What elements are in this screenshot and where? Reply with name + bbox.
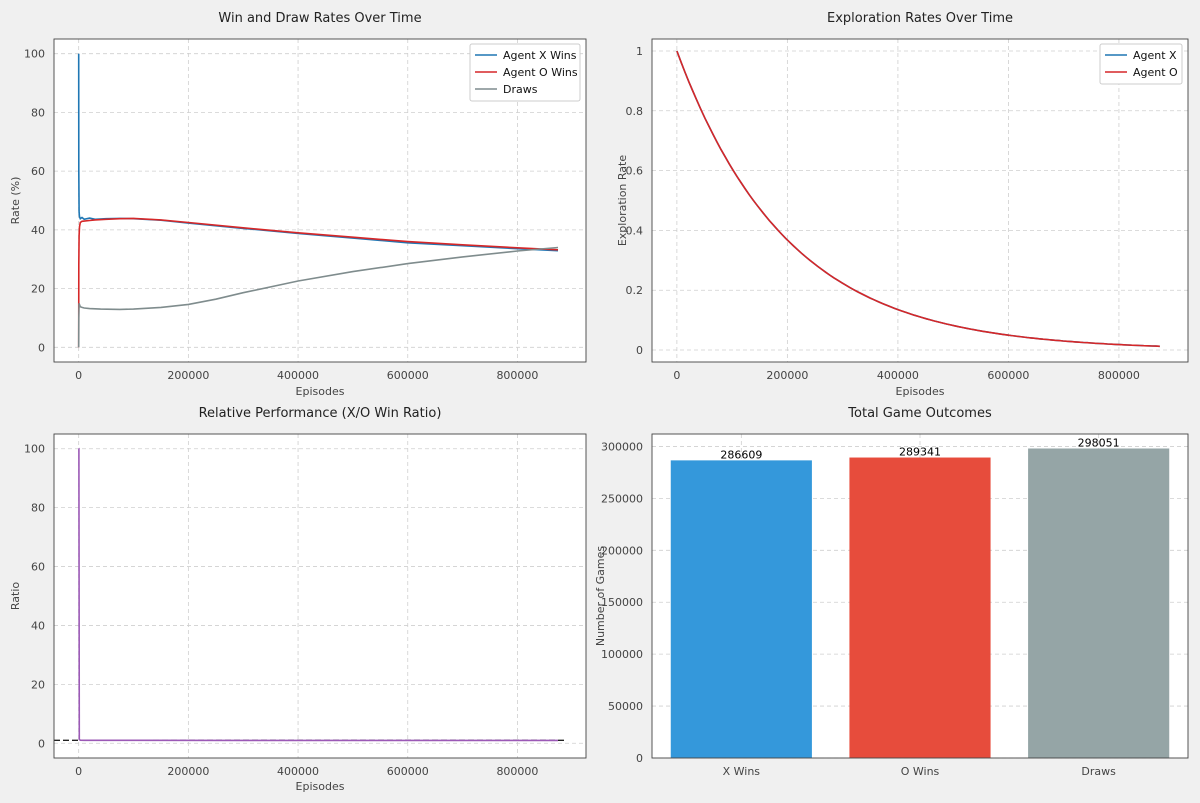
bar-value-label: 298051 xyxy=(1078,436,1120,449)
plot-frame xyxy=(53,433,587,759)
y-tick-label: 250000 xyxy=(601,492,643,505)
y-tick-label: 80 xyxy=(31,106,45,119)
y-axis-label: Exploration Rate xyxy=(616,155,629,247)
series-line-ratio xyxy=(78,447,558,742)
y-tick-label: 40 xyxy=(31,224,45,237)
x-tick-label: 200000 xyxy=(167,765,209,778)
x-tick-label: 200000 xyxy=(167,369,209,382)
legend-box xyxy=(469,43,581,102)
y-tick-label: 0 xyxy=(636,344,643,357)
y-tick-label: 1 xyxy=(636,45,643,58)
y-tick-label: 0 xyxy=(38,737,45,750)
y-axis-label: Rate (%) xyxy=(9,177,22,225)
chart-4: 286609 X Wins 289341 O Wins 298051 Draws 0 5000… xyxy=(594,406,1189,778)
chart-2: 0 200000 400000 600000 800000 Agent X Agent O 0… xyxy=(616,11,1189,398)
x-tick-label: 600000 xyxy=(987,369,1029,382)
x-tick-label: 800000 xyxy=(496,765,538,778)
plot-area xyxy=(54,434,586,758)
x-tick-label: 400000 xyxy=(877,369,919,382)
plot-frame xyxy=(651,433,1189,759)
y-tick-label: 50000 xyxy=(608,700,643,713)
legend-label: Agent X Wins xyxy=(503,49,577,62)
x-tick-label: 400000 xyxy=(277,369,319,382)
y-tick-label: 20 xyxy=(31,283,45,296)
y-tick-label: 0 xyxy=(636,752,643,765)
chart-title: Relative Performance (X/O Win Ratio) xyxy=(199,406,442,421)
bar-value-label: 289341 xyxy=(899,446,941,459)
y-axis-label: Number of Games xyxy=(594,546,607,647)
chart-3: 0 200000 400000 600000 800000 0 20 40 60 80 100 Rel… xyxy=(9,406,587,793)
x-tick-label: 800000 xyxy=(496,369,538,382)
y-tick-label: 100000 xyxy=(601,648,643,661)
y-tick-label: 300000 xyxy=(601,440,643,453)
x-tick-label: 600000 xyxy=(387,369,429,382)
x-axis-label: Episodes xyxy=(896,385,945,398)
y-tick-label: 100 xyxy=(24,443,45,456)
plot-frame xyxy=(651,38,1189,363)
chart-title: Exploration Rates Over Time xyxy=(827,11,1013,26)
x-tick-label: X Wins xyxy=(723,765,761,778)
bar-draws xyxy=(1028,448,1170,758)
legend-label: Agent O xyxy=(1133,66,1178,79)
bar-value-label: 286609 xyxy=(720,448,762,461)
plot-area xyxy=(652,39,1188,362)
x-tick-label: 0 xyxy=(673,369,680,382)
y-tick-label: 0.8 xyxy=(626,105,644,118)
y-tick-label: 80 xyxy=(31,502,45,515)
series-line-agent-o xyxy=(676,50,1160,348)
x-tick-label: 200000 xyxy=(766,369,808,382)
y-tick-label: 150000 xyxy=(601,596,643,609)
x-tick-label: 800000 xyxy=(1098,369,1140,382)
chart-title: Total Game Outcomes xyxy=(847,406,992,421)
y-tick-label: 0.2 xyxy=(626,284,644,297)
x-tick-label: O Wins xyxy=(901,765,940,778)
bar-o-wins xyxy=(849,457,991,758)
legend-label: Agent O Wins xyxy=(503,66,578,79)
y-tick-label: 0.4 xyxy=(626,224,644,237)
series-line-draws xyxy=(77,246,559,348)
legend-label: Agent X xyxy=(1133,49,1177,62)
x-axis-label: Episodes xyxy=(296,385,345,398)
chart-title: Win and Draw Rates Over Time xyxy=(218,11,421,26)
series-line-agent-o-wins xyxy=(77,217,559,348)
x-tick-label: Draws xyxy=(1081,765,1116,778)
x-tick-label: 0 xyxy=(75,765,82,778)
y-tick-label: 200000 xyxy=(601,544,643,557)
legend-label: Draws xyxy=(503,83,538,96)
y-tick-label: 0 xyxy=(38,341,45,354)
bar-x-wins xyxy=(670,460,812,758)
y-tick-label: 100 xyxy=(24,48,45,61)
legend: Agent X Wins Agent O Wins Draws xyxy=(469,43,581,102)
y-axis-label: Ratio xyxy=(9,582,22,611)
x-tick-label: 600000 xyxy=(387,765,429,778)
legend-box xyxy=(1099,43,1183,85)
y-tick-label: 60 xyxy=(31,561,45,574)
legend: Agent X Agent O xyxy=(1099,43,1183,85)
x-tick-label: 0 xyxy=(75,369,82,382)
y-tick-label: 20 xyxy=(31,678,45,691)
x-tick-label: 400000 xyxy=(277,765,319,778)
y-tick-label: 0.6 xyxy=(626,165,644,178)
x-axis-label: Episodes xyxy=(296,780,345,793)
y-tick-label: 40 xyxy=(31,619,45,632)
plot-frame xyxy=(53,38,587,363)
y-tick-label: 60 xyxy=(31,165,45,178)
